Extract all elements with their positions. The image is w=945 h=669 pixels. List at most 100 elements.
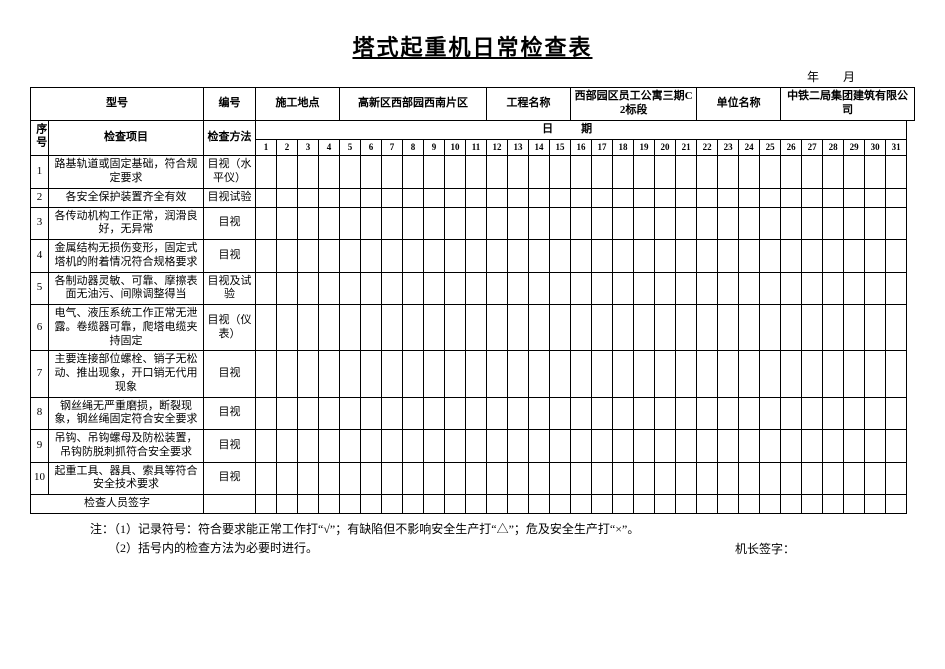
day-cell[interactable]	[613, 495, 634, 514]
day-cell[interactable]	[487, 240, 508, 273]
day-cell[interactable]	[865, 305, 886, 351]
day-cell[interactable]	[529, 351, 550, 397]
day-cell[interactable]	[403, 207, 424, 240]
day-cell[interactable]	[445, 188, 466, 207]
day-cell[interactable]	[487, 207, 508, 240]
day-cell[interactable]	[571, 156, 592, 189]
day-cell[interactable]	[697, 240, 718, 273]
day-cell[interactable]	[508, 156, 529, 189]
day-cell[interactable]	[844, 240, 865, 273]
day-cell[interactable]	[361, 397, 382, 430]
day-cell[interactable]	[718, 305, 739, 351]
day-cell[interactable]	[256, 272, 277, 305]
day-cell[interactable]	[760, 240, 781, 273]
day-cell[interactable]	[319, 207, 340, 240]
day-cell[interactable]	[802, 430, 823, 463]
day-cell[interactable]	[865, 495, 886, 514]
day-cell[interactable]	[865, 272, 886, 305]
day-cell[interactable]	[739, 305, 760, 351]
day-cell[interactable]	[256, 188, 277, 207]
day-cell[interactable]	[487, 272, 508, 305]
day-cell[interactable]	[781, 430, 802, 463]
day-cell[interactable]	[655, 430, 676, 463]
day-cell[interactable]	[529, 495, 550, 514]
day-cell[interactable]	[361, 462, 382, 495]
day-cell[interactable]	[823, 156, 844, 189]
day-cell[interactable]	[844, 462, 865, 495]
day-cell[interactable]	[445, 156, 466, 189]
day-cell[interactable]	[865, 430, 886, 463]
day-cell[interactable]	[424, 240, 445, 273]
day-cell[interactable]	[298, 351, 319, 397]
day-cell[interactable]	[781, 240, 802, 273]
day-cell[interactable]	[277, 351, 298, 397]
day-cell[interactable]	[865, 462, 886, 495]
day-cell[interactable]	[298, 495, 319, 514]
day-cell[interactable]	[403, 495, 424, 514]
day-cell[interactable]	[655, 188, 676, 207]
day-cell[interactable]	[844, 495, 865, 514]
day-cell[interactable]	[571, 305, 592, 351]
day-cell[interactable]	[613, 397, 634, 430]
day-cell[interactable]	[277, 397, 298, 430]
day-cell[interactable]	[550, 430, 571, 463]
day-cell[interactable]	[571, 430, 592, 463]
day-cell[interactable]	[718, 397, 739, 430]
day-cell[interactable]	[382, 305, 403, 351]
day-cell[interactable]	[676, 397, 697, 430]
day-cell[interactable]	[634, 430, 655, 463]
day-cell[interactable]	[781, 156, 802, 189]
day-cell[interactable]	[445, 272, 466, 305]
day-cell[interactable]	[361, 351, 382, 397]
day-cell[interactable]	[655, 272, 676, 305]
day-cell[interactable]	[424, 305, 445, 351]
day-cell[interactable]	[319, 351, 340, 397]
day-cell[interactable]	[844, 188, 865, 207]
day-cell[interactable]	[256, 207, 277, 240]
day-cell[interactable]	[802, 240, 823, 273]
day-cell[interactable]	[865, 397, 886, 430]
day-cell[interactable]	[802, 397, 823, 430]
day-cell[interactable]	[445, 207, 466, 240]
day-cell[interactable]	[466, 188, 487, 207]
day-cell[interactable]	[613, 351, 634, 397]
day-cell[interactable]	[403, 462, 424, 495]
day-cell[interactable]	[592, 397, 613, 430]
day-cell[interactable]	[361, 207, 382, 240]
day-cell[interactable]	[256, 430, 277, 463]
day-cell[interactable]	[508, 240, 529, 273]
day-cell[interactable]	[655, 462, 676, 495]
day-cell[interactable]	[256, 495, 277, 514]
day-cell[interactable]	[886, 240, 907, 273]
day-cell[interactable]	[298, 430, 319, 463]
day-cell[interactable]	[298, 397, 319, 430]
day-cell[interactable]	[844, 397, 865, 430]
day-cell[interactable]	[802, 272, 823, 305]
day-cell[interactable]	[844, 351, 865, 397]
day-cell[interactable]	[256, 397, 277, 430]
day-cell[interactable]	[298, 240, 319, 273]
day-cell[interactable]	[886, 272, 907, 305]
day-cell[interactable]	[781, 305, 802, 351]
day-cell[interactable]	[571, 462, 592, 495]
day-cell[interactable]	[823, 397, 844, 430]
day-cell[interactable]	[865, 240, 886, 273]
day-cell[interactable]	[886, 305, 907, 351]
day-cell[interactable]	[340, 495, 361, 514]
day-cell[interactable]	[760, 430, 781, 463]
day-cell[interactable]	[655, 156, 676, 189]
day-cell[interactable]	[277, 207, 298, 240]
day-cell[interactable]	[529, 188, 550, 207]
day-cell[interactable]	[760, 351, 781, 397]
day-cell[interactable]	[739, 272, 760, 305]
day-cell[interactable]	[319, 188, 340, 207]
day-cell[interactable]	[382, 495, 403, 514]
day-cell[interactable]	[424, 495, 445, 514]
day-cell[interactable]	[613, 305, 634, 351]
day-cell[interactable]	[655, 240, 676, 273]
day-cell[interactable]	[298, 188, 319, 207]
day-cell[interactable]	[739, 397, 760, 430]
day-cell[interactable]	[592, 272, 613, 305]
day-cell[interactable]	[319, 240, 340, 273]
day-cell[interactable]	[592, 305, 613, 351]
